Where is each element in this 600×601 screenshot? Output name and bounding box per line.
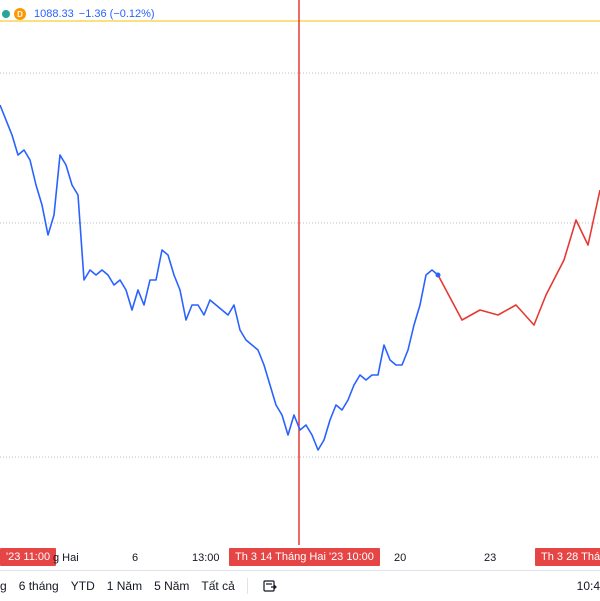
x-axis-label-thang-hai: g Hai (53, 552, 79, 564)
x-axis-label-23: 23 (484, 552, 497, 564)
price-line-historical (0, 104, 439, 451)
range-toolbar: g 6 tháng YTD 1 Năm 5 Năm Tất cả 10:4 (0, 570, 600, 601)
range-button-all[interactable]: Tất cả (201, 579, 235, 593)
legend-change: −1.36 (−0.12%) (78, 8, 155, 20)
grid-lines (0, 72, 600, 458)
range-button-1-year[interactable]: 1 Năm (106, 579, 143, 593)
x-axis-label-1300: 13:00 (192, 552, 220, 564)
range-button-ytd[interactable]: YTD (70, 579, 95, 593)
market-status-icon (2, 10, 10, 18)
toolbar-divider (246, 578, 248, 594)
x-axis-highlight-left: '23 11:00 (0, 548, 57, 566)
legend-value: 1088.33 (34, 8, 74, 20)
series-join-point (435, 272, 441, 278)
symbol-badge: D (14, 8, 26, 20)
x-axis-highlight-right: Th 3 28 Tháng (535, 548, 600, 566)
x-axis-label-6: 6 (132, 552, 139, 564)
chart-area[interactable]: D 1088.33 −1.36 (−0.12%) '23 11:00 g Hai… (0, 0, 600, 566)
go-to-date-icon[interactable] (262, 578, 278, 594)
price-line-projection (437, 189, 600, 326)
crosshair-time-label: Th 3 14 Tháng Hai '23 10:00 (229, 548, 380, 566)
range-button-partial[interactable]: g (0, 579, 7, 593)
x-axis-label-20: 20 (394, 552, 407, 564)
clock: 10:4 (576, 579, 600, 593)
range-button-6-months[interactable]: 6 tháng (18, 579, 59, 593)
price-chart[interactable] (0, 0, 600, 545)
range-button-5-years[interactable]: 5 Năm (154, 579, 190, 593)
symbol-legend: D 1088.33 −1.36 (−0.12%) (0, 6, 155, 22)
